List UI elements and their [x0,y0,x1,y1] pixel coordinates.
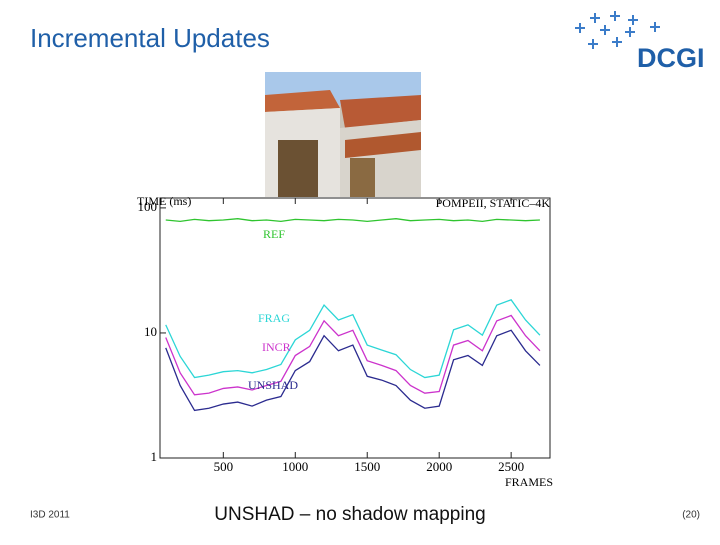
series-label: REF [263,227,285,241]
y-tick-label: 10 [144,324,157,339]
footer-left: I3D 2011 [30,510,70,521]
y-tick-label: 100 [138,199,158,214]
y-axis-label: TIME (ms) [137,194,191,208]
x-tick-label: 2500 [498,459,524,474]
x-tick-label: 2000 [426,459,452,474]
plot-frame [159,197,551,459]
x-tick-label: 1000 [282,459,308,474]
x-tick-label: 1500 [354,459,380,474]
slide-title: Incremental Updates [30,23,270,53]
series-label: FRAG [258,311,290,325]
scene-image [265,72,421,197]
logo-text: DCGI [637,43,705,73]
x-tick-label: 500 [214,459,234,474]
series-line [165,329,541,412]
chart: 1 10 100 500 1000 1500 2000 2500 TIME (ms) POMPEI… [137,194,553,489]
chart-title: POMPEII, STATIC–4K [436,196,551,210]
footer-center: UNSHAD – no shadow mapping [214,504,485,525]
x-axis-label: FRAMES [505,475,553,489]
logo [575,11,660,49]
series-line [165,314,541,396]
series-label: UNSHAD [248,378,298,392]
series-label: INCR [262,340,291,354]
series-line [165,218,540,223]
series-line [165,299,541,379]
y-tick-label: 1 [151,449,158,464]
footer-right: (20) [682,510,700,521]
